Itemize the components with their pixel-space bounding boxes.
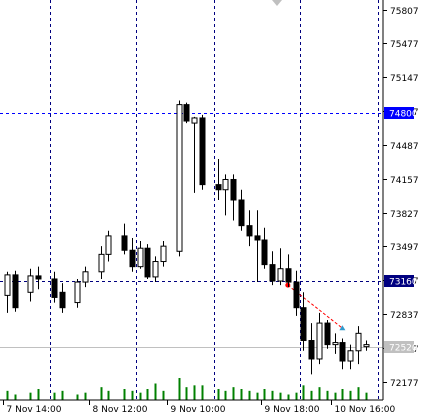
time-axis: 7 Nov 14:00 8 Nov 12:00 9 Nov 10:00 9 Nov 1… (3, 400, 396, 415)
level-upper-label-box (384, 107, 414, 119)
candle-body (230, 178, 237, 201)
price-tick-label: 75147 (390, 74, 419, 84)
candle-body (246, 225, 253, 237)
candle-body (176, 104, 183, 252)
level-current-label: 72520 (389, 344, 418, 354)
candle-body (199, 117, 206, 186)
candle-body (121, 235, 128, 251)
price-tick-label: 75477 (390, 40, 419, 50)
time-tick-label: 8 Nov 12:00 (93, 405, 148, 415)
candle-body (191, 117, 198, 124)
candle-body (27, 275, 34, 293)
candle-body (82, 271, 89, 283)
candle-body (238, 199, 245, 227)
trade-close-marker-icon (339, 325, 346, 331)
price-tick-label: 74157 (390, 176, 419, 186)
time-tick-label: 10 Nov 16:00 (335, 405, 396, 415)
candle-body (324, 322, 331, 346)
candle-body (35, 275, 42, 280)
candle-body (261, 239, 268, 266)
candle-body (98, 253, 105, 273)
candle-body (347, 350, 354, 362)
time-tick-label: 9 Nov 10:00 (171, 405, 226, 415)
candle-body (339, 342, 346, 362)
price-tick-label: 73827 (390, 210, 419, 220)
volume-bars (6, 378, 368, 400)
candle-body (129, 249, 136, 268)
candle-body (285, 268, 292, 283)
scroll-marker-icon[interactable] (272, 0, 282, 6)
price-tick-label: 75807 (390, 7, 419, 17)
candle-body (269, 264, 276, 282)
candle-body (137, 247, 144, 268)
candle-body (12, 274, 19, 309)
level-lower-label-box (384, 275, 414, 287)
price-axis: 7580775477751477481774487741577382773497… (383, 7, 419, 389)
price-tick-label: 72177 (390, 379, 419, 389)
candle-body (277, 268, 284, 282)
candle-body (308, 340, 315, 360)
level-lower-label: 73160 (389, 278, 418, 288)
vertical-grid (50, 0, 379, 400)
candle-body (215, 184, 222, 191)
level-labels: 74800 73160 72520 (384, 107, 418, 354)
level-current-label-box (384, 341, 414, 353)
candle-body (4, 274, 11, 296)
candle-body (105, 235, 112, 255)
price-tick-label: 72837 (390, 311, 419, 321)
time-tick-label: 9 Nov 18:00 (265, 405, 320, 415)
candle-body (74, 281, 81, 304)
candle-body (355, 332, 362, 352)
candle-body (183, 104, 190, 122)
candle-body (293, 281, 300, 309)
candle-body (363, 344, 370, 348)
candle-body (160, 245, 167, 263)
trade-open-marker-icon (285, 282, 291, 288)
candle-body (59, 291, 66, 309)
price-tick-label: 74487 (390, 142, 419, 152)
candle-body (152, 261, 159, 278)
candle-body (300, 307, 307, 342)
candle-body (316, 322, 323, 360)
level-upper-label: 74800 (389, 110, 418, 120)
candles (4, 100, 370, 375)
candle-body (254, 235, 261, 241)
candle-body (332, 342, 339, 346)
candle-body (51, 278, 58, 298)
candle-body (144, 247, 151, 278)
time-tick-label: 7 Nov 14:00 (7, 405, 62, 415)
candle-body (222, 178, 229, 191)
price-tick-label: 73497 (390, 243, 419, 253)
